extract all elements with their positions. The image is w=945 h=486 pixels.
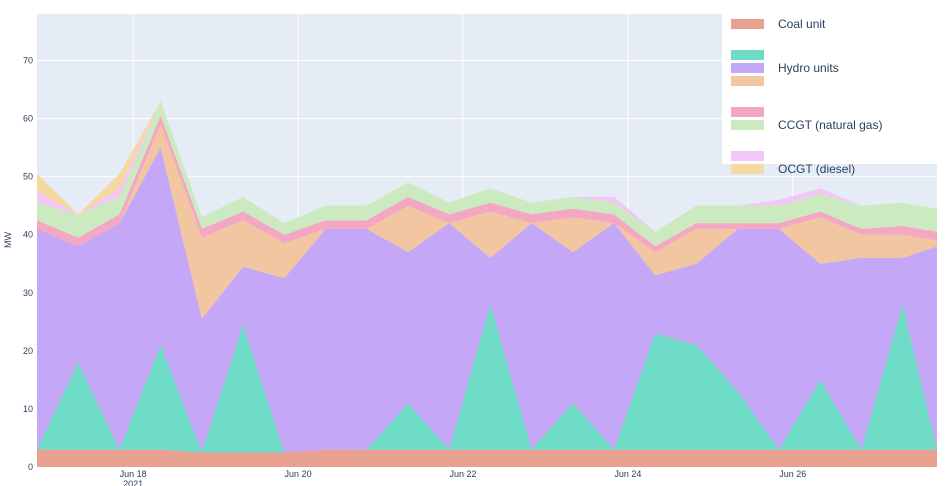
x-tick-label: Jun 20 [285, 469, 312, 479]
y-axis-ticks: 0 10 20 30 40 50 60 70 [23, 55, 33, 472]
area-series-3 [37, 124, 937, 319]
legend-item[interactable]: CCGT (natural gas) [731, 107, 882, 132]
x-tick-label: Jun 22 [449, 469, 476, 479]
legend-label: CCGT (natural gas) [778, 118, 882, 132]
legend-swatch [731, 151, 764, 161]
x-tick-label: Jun 24 [614, 469, 641, 479]
y-tick-label: 60 [23, 114, 33, 124]
y-tick-label: 10 [23, 404, 33, 414]
y-axis-title: MW [3, 232, 13, 248]
x-tick-label: Jun 26 [779, 469, 806, 479]
y-tick-label: 30 [23, 288, 33, 298]
x-tick-sublabel: 2021 [123, 479, 143, 486]
legend-swatch [731, 107, 764, 117]
legend-swatch [731, 63, 764, 73]
y-tick-label: 20 [23, 346, 33, 356]
legend-swatch [731, 19, 764, 29]
area-series-5 [37, 101, 937, 247]
legend-item[interactable]: Coal unit [731, 17, 826, 31]
y-tick-label: 40 [23, 230, 33, 240]
legend-swatch [731, 164, 764, 174]
legend-label: Hydro units [778, 61, 839, 75]
area-series-1 [37, 304, 937, 453]
x-tick-label: Jun 18 [120, 469, 147, 479]
legend-label: OCGT (diesel) [778, 162, 855, 176]
legend-background [722, 14, 937, 164]
y-tick-label: 70 [23, 55, 33, 65]
legend-item[interactable]: OCGT (diesel) [731, 151, 855, 176]
legend-swatch [731, 50, 764, 60]
area-series-2 [37, 147, 937, 453]
legend[interactable]: Coal unit Hydro units CCGT (natural gas) OC… [731, 17, 882, 176]
legend-item[interactable]: Hydro units [731, 50, 839, 86]
legend-swatch [731, 76, 764, 86]
y-tick-label: 50 [23, 172, 33, 182]
legend-label: Coal unit [778, 17, 826, 31]
area-series-0 [37, 449, 937, 467]
legend-swatch [731, 120, 764, 130]
y-tick-label: 0 [28, 462, 33, 472]
area-series [37, 101, 937, 467]
